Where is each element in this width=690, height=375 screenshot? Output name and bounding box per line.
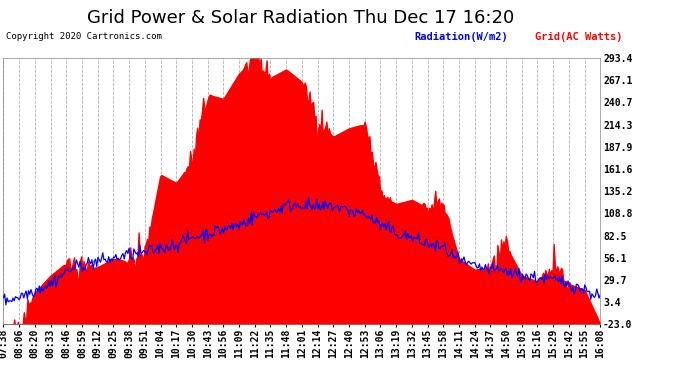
Text: Grid Power & Solar Radiation Thu Dec 17 16:20: Grid Power & Solar Radiation Thu Dec 17 … [86,9,514,27]
Text: Radiation(W/m2): Radiation(W/m2) [414,32,508,42]
Text: Copyright 2020 Cartronics.com: Copyright 2020 Cartronics.com [6,32,161,41]
Text: Grid(AC Watts): Grid(AC Watts) [535,32,622,42]
